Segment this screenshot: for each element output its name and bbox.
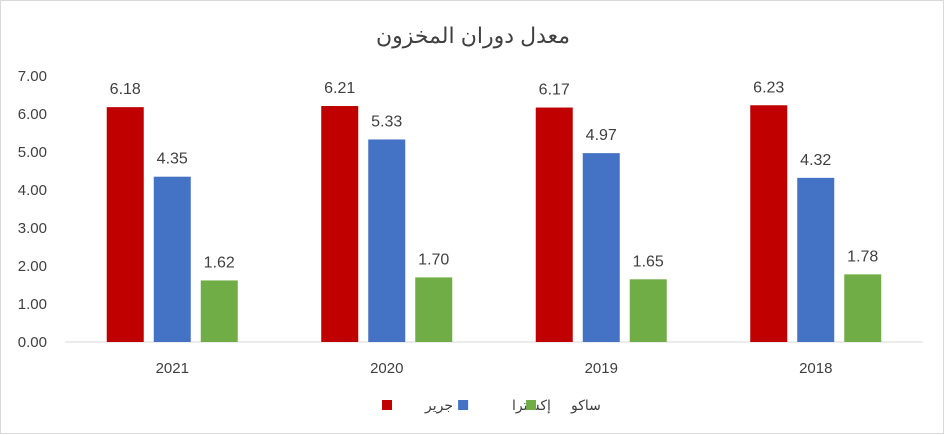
- data-label: 1.62: [204, 254, 235, 271]
- bar: [321, 106, 359, 343]
- legend-swatch: [458, 400, 469, 410]
- bar: [844, 274, 882, 342]
- data-label: 6.17: [539, 82, 570, 99]
- legend-swatch: [382, 400, 392, 410]
- data-label: 1.70: [418, 251, 449, 268]
- bar: [582, 153, 620, 342]
- bar: [415, 277, 453, 342]
- x-tick-label: 2021: [156, 360, 189, 377]
- data-label: 6.18: [110, 81, 141, 98]
- legend-swatch: [526, 400, 537, 410]
- y-tick-label: 1.00: [18, 296, 47, 313]
- data-label: 4.32: [800, 152, 831, 169]
- bar: [535, 107, 573, 342]
- legend-label: ساكو: [570, 397, 601, 414]
- data-label: 4.97: [586, 127, 617, 144]
- y-tick-label: 0.00: [18, 334, 47, 351]
- data-label: 1.78: [847, 248, 878, 265]
- bar: [200, 280, 238, 342]
- chart-title: معدل دوران المخزون: [376, 23, 570, 48]
- x-tick-label: 2019: [585, 360, 618, 377]
- y-tick-label: 7.00: [18, 68, 47, 85]
- bars: [106, 105, 882, 343]
- y-axis-ticks: 0.00 1.00 2.00 3.00 4.00 5.00 6.00 7.00: [18, 68, 47, 351]
- x-axis-ticks: 2021 2020 2019 2018: [156, 360, 833, 377]
- data-labels: 6.18 4.35 1.62 6.21 5.33 1.70 6.17 4.97 1.65 6.23…: [110, 79, 879, 271]
- y-tick-label: 2.00: [18, 258, 47, 275]
- legend: جريرإكستراساكو: [382, 397, 601, 414]
- legend-label: جرير: [424, 397, 453, 414]
- bar: [797, 177, 835, 342]
- y-tick-label: 3.00: [18, 220, 47, 237]
- x-tick-label: 2020: [370, 360, 403, 377]
- data-label: 6.21: [324, 80, 355, 97]
- data-label: 1.65: [633, 253, 664, 270]
- x-tick-label: 2018: [799, 360, 832, 377]
- data-label: 5.33: [371, 113, 402, 130]
- y-tick-label: 5.00: [18, 144, 47, 161]
- y-tick-label: 6.00: [18, 106, 47, 123]
- bar: [106, 107, 144, 342]
- y-tick-label: 4.00: [18, 182, 47, 199]
- bar: [629, 279, 667, 342]
- data-label: 6.23: [753, 79, 784, 96]
- bar: [368, 139, 406, 342]
- data-label: 4.35: [157, 151, 188, 168]
- bar: [750, 105, 788, 342]
- bar: [153, 176, 191, 342]
